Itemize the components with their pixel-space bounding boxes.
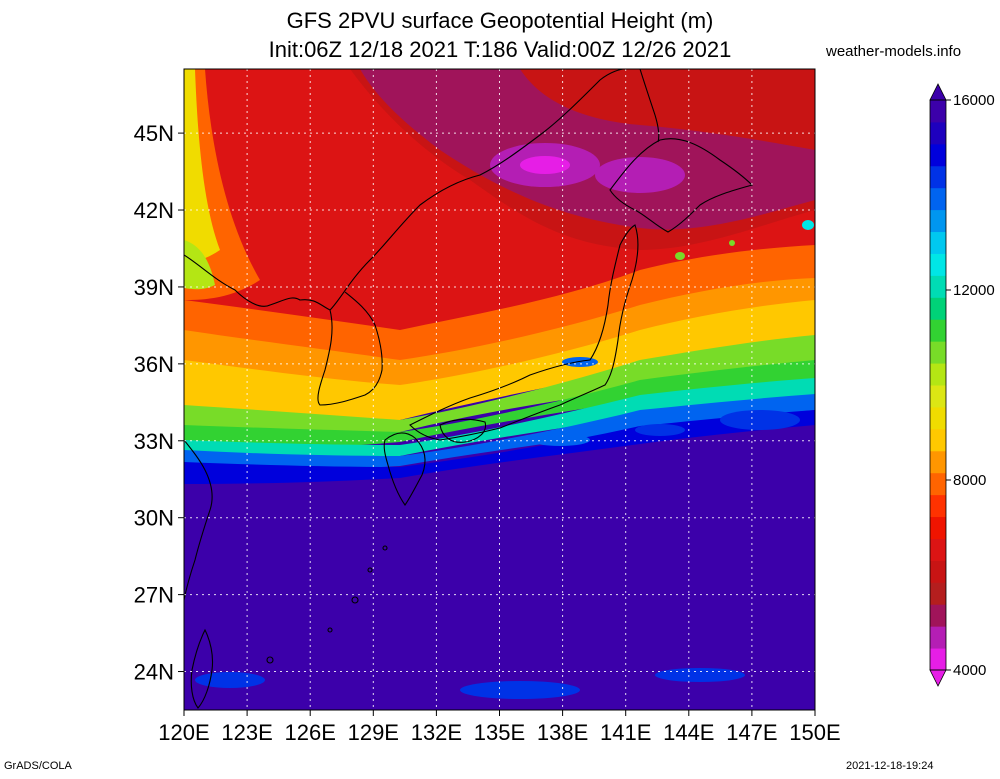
lon-tick-label: 150E <box>789 720 840 745</box>
footer-software: GrADS/COLA <box>4 760 72 772</box>
colorbar-swatch <box>930 341 946 364</box>
colorbar-swatch <box>930 538 946 561</box>
lat-tick-label: 39N <box>134 275 174 300</box>
coastlines <box>184 69 754 709</box>
colorbar-swatch <box>930 319 946 342</box>
colorbar-swatch <box>930 450 946 474</box>
lon-tick-label: 135E <box>474 720 525 745</box>
lon-tick-label: 147E <box>726 720 777 745</box>
lon-tick-label: 138E <box>537 720 588 745</box>
colorbar-swatch <box>930 100 946 123</box>
colorbar-swatch <box>930 648 946 671</box>
colorbar-swatch <box>930 121 946 145</box>
colorbar-min-triangle <box>929 669 947 687</box>
lon-tick-label: 132E <box>411 720 462 745</box>
colorbar-swatch <box>930 363 946 386</box>
lat-tick-label: 27N <box>134 583 174 608</box>
colorbar-label: 12000 <box>953 282 995 299</box>
site-watermark: weather-models.info <box>826 43 962 60</box>
footer-timestamp: 2021-12-18-19:24 <box>846 760 934 772</box>
colorbar-swatch <box>930 626 946 649</box>
colorbar-swatch <box>930 165 946 189</box>
colorbar-swatch <box>930 428 946 452</box>
lat-tick-label: 24N <box>134 660 174 685</box>
map-title-line2: Init:06Z 12/18 2021 T:186 Valid:00Z 12/2… <box>268 37 732 62</box>
lon-tick-label: 129E <box>348 720 399 745</box>
colorbar-swatch <box>930 406 946 430</box>
colorbar-swatch <box>930 187 946 211</box>
colorbar-swatch <box>930 209 946 233</box>
colorbar-swatch <box>930 472 946 496</box>
colorbar-swatch <box>930 582 946 605</box>
lon-tick-label: 120E <box>158 720 209 745</box>
lon-tick-label: 126E <box>285 720 336 745</box>
colorbar: 4000 8000 12000 16000 <box>929 83 995 687</box>
colorbar-label: 4000 <box>953 662 986 679</box>
lon-tick-label: 123E <box>221 720 272 745</box>
lat-tick-label: 45N <box>134 121 174 146</box>
colorbar-swatch <box>930 604 946 627</box>
map-title-line1: GFS 2PVU surface Geopotential Height (m) <box>286 8 714 33</box>
colorbar-swatch <box>930 385 946 408</box>
lat-tick-label: 33N <box>134 429 174 454</box>
colorbar-swatch <box>930 494 946 518</box>
lon-tick-label: 141E <box>600 720 651 745</box>
colorbar-swatch <box>930 275 946 298</box>
colorbar-swatch <box>930 143 946 167</box>
longitude-axis: 120E 123E 126E 129E 132E 135E 138E 141E 144E 147E… <box>158 710 841 745</box>
colorbar-frame <box>929 99 947 671</box>
lat-tick-label: 42N <box>134 198 174 223</box>
lat-tick-label: 30N <box>134 506 174 531</box>
lon-tick-label: 144E <box>663 720 714 745</box>
graticule <box>184 69 815 710</box>
colorbar-label: 16000 <box>953 92 995 109</box>
lat-tick-label: 36N <box>134 352 174 377</box>
colorbar-swatch <box>930 253 946 276</box>
colorbar-label: 8000 <box>953 472 986 489</box>
colorbar-swatch <box>930 516 946 539</box>
colorbar-swatch <box>930 560 946 583</box>
colorbar-swatch <box>930 297 946 320</box>
latitude-axis: 24N 27N 30N 33N 36N 39N 42N 45N <box>134 121 184 685</box>
colorbar-swatch <box>930 231 946 254</box>
colorbar-max-triangle <box>929 83 947 101</box>
